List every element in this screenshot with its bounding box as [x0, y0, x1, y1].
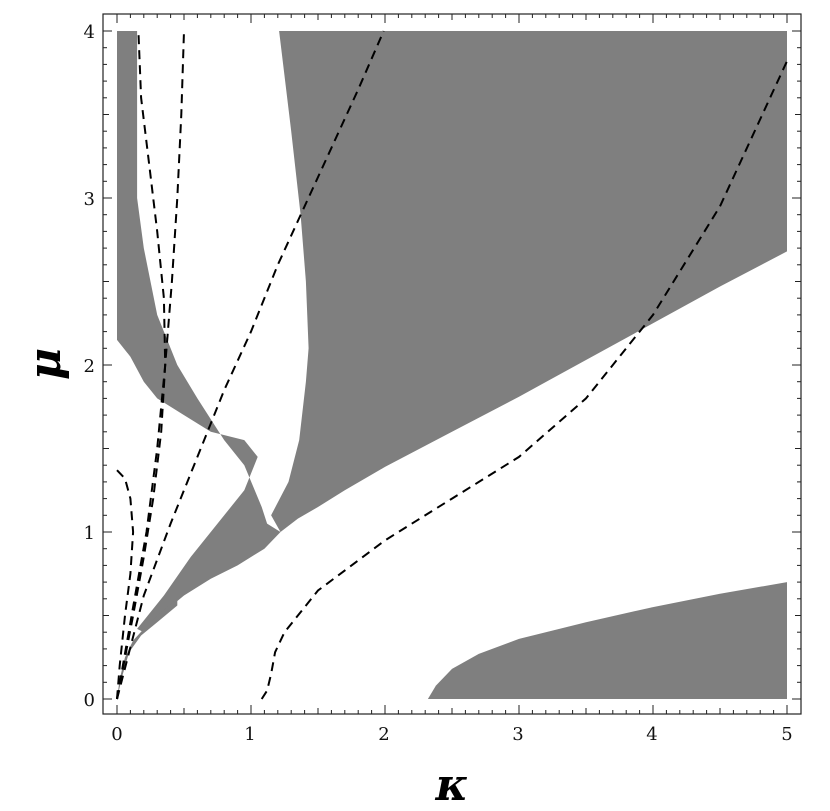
- dashed-curve-3: [116, 30, 385, 700]
- y-tick-label: 4: [84, 22, 95, 43]
- y-tick-label: 1: [84, 523, 95, 544]
- x-tick-label: 4: [646, 724, 657, 745]
- y-axis-title: μ: [20, 348, 71, 380]
- shaded-regions: [117, 31, 788, 699]
- dashed-curve-2: [116, 469, 135, 700]
- shaded-region-1: [271, 31, 788, 532]
- x-tick-labels: 0 1 2 3 4 5: [111, 724, 792, 745]
- x-tick-label: 2: [378, 724, 389, 745]
- shaded-region-4: [427, 582, 787, 699]
- x-tick-label: 3: [512, 724, 523, 745]
- dashed-curves: [116, 30, 788, 700]
- y-tick-label: 2: [84, 356, 95, 377]
- x-tick-label: 5: [781, 724, 792, 745]
- y-tick-label: 3: [84, 189, 95, 210]
- x-tick-label: 0: [111, 724, 122, 745]
- x-axis-title: κ: [435, 760, 469, 811]
- dashed-curve-1: [260, 60, 788, 700]
- x-tick-label: 1: [244, 724, 255, 745]
- axis-ticks: [103, 14, 801, 714]
- shaded-region-2: [117, 31, 281, 633]
- y-tick-label: 0: [84, 690, 95, 711]
- dashed-curve-5: [116, 30, 167, 700]
- y-tick-labels: 0 1 2 3 4: [84, 22, 95, 711]
